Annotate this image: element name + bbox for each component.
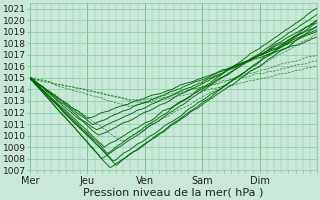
- X-axis label: Pression niveau de la mer( hPa ): Pression niveau de la mer( hPa ): [84, 187, 264, 197]
